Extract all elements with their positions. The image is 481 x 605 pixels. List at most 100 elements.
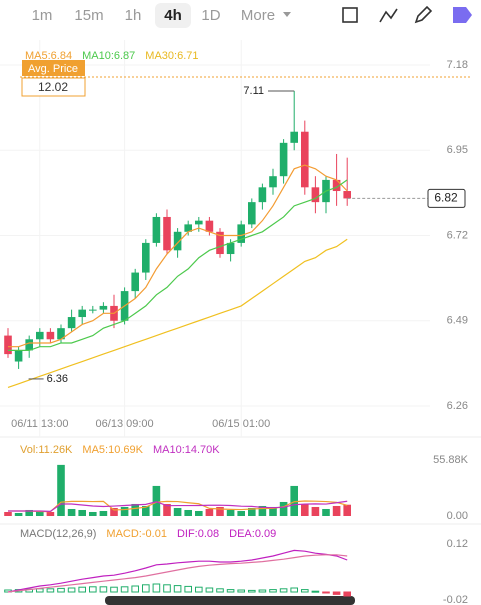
candle-body (311, 187, 320, 203)
interval-tab[interactable]: 1D (201, 7, 220, 24)
macd-bar (332, 591, 341, 595)
volume-bar (4, 511, 12, 516)
candle-body (301, 131, 309, 188)
volume-bar (301, 503, 309, 516)
x-tick-label: 06/13 09:00 (96, 418, 154, 430)
high-label: 7.11 (243, 85, 264, 97)
toolbar-icons (342, 5, 472, 24)
macd-bar (279, 588, 288, 593)
volume-bar (195, 510, 203, 516)
volume-bar (311, 506, 320, 516)
volume-bar (184, 509, 192, 516)
y-tick-label: 6.95 (447, 144, 468, 156)
macd-bar (99, 586, 108, 593)
volume-bar (25, 509, 33, 516)
candle-body (216, 231, 224, 255)
ma-legend: MA5:6.84 (25, 50, 72, 62)
volume-bar (269, 506, 277, 516)
volume-bar (237, 510, 245, 516)
volume-bar (290, 485, 298, 516)
candle-body (78, 309, 86, 318)
candle-body (237, 224, 245, 243)
candle-body (258, 187, 267, 203)
y-tick-label: 6.26 (447, 400, 468, 412)
volume-bar (205, 508, 214, 516)
y-tick-label: 6.49 (447, 315, 468, 327)
macd-bar (184, 585, 192, 593)
candle-body (152, 216, 161, 243)
candle-body (173, 231, 182, 251)
icon-pen[interactable] (414, 5, 433, 24)
macd-bar (216, 588, 224, 593)
candle-body (248, 202, 256, 225)
macd-bar (152, 583, 161, 593)
candle-body (205, 220, 214, 232)
y-tick-label: 6.72 (447, 229, 468, 241)
macd-legend: MACD(12,26,9) (20, 528, 96, 540)
volume-bar (216, 506, 224, 516)
avg-price-header (22, 60, 85, 76)
icon-settings[interactable] (453, 7, 472, 23)
macd-tick-label: 0.12 (447, 538, 468, 550)
volume-bar (279, 501, 288, 516)
icon-draw-line[interactable] (379, 8, 398, 23)
interval-tab[interactable]: More (241, 7, 275, 24)
candle-body (184, 224, 192, 232)
macd-bar (269, 589, 277, 593)
low-label: 6.36 (47, 373, 68, 385)
ma-line (8, 179, 348, 352)
ma-line (7, 238, 348, 389)
volume-bar (142, 505, 150, 516)
macd-bar (89, 586, 97, 593)
x-tick-label: 06/11 13:00 (11, 418, 68, 430)
volume-bar (120, 506, 129, 516)
volume-bar (99, 510, 108, 516)
last-price-box (427, 188, 466, 208)
macd-tick-label: -0.02 (443, 594, 468, 605)
avg-price-label: Avg. Price (28, 63, 78, 75)
macd-bar (322, 591, 330, 594)
macd-legend: MACD:-0.01 (106, 528, 167, 540)
candle-body (163, 216, 171, 251)
ma-line (8, 164, 348, 348)
macd-bar (311, 590, 320, 593)
avg-price-box (21, 77, 86, 97)
volume-tick-label: 0.00 (447, 510, 468, 522)
ma-legend: MA30:6.71 (145, 50, 198, 62)
macd-bar (78, 586, 87, 593)
volume-ma-line (8, 500, 348, 512)
macd-bar (142, 584, 150, 593)
volume-bar (248, 507, 256, 516)
candle-body (4, 335, 12, 355)
volume-tick-label: 55.88K (433, 454, 469, 466)
volume-bar (67, 508, 76, 516)
macd-bar (163, 584, 171, 593)
x-tick-label: 06/15 01:00 (212, 418, 270, 430)
candle-body (46, 331, 55, 340)
candle-body (67, 317, 76, 329)
icon-indicator[interactable] (342, 7, 358, 23)
selected-interval-bg (155, 3, 191, 28)
macd-line (7, 549, 348, 593)
interval-tab[interactable]: 4h (164, 7, 182, 24)
volume-bar (152, 485, 161, 516)
interval-tab[interactable]: 1h (125, 7, 142, 24)
candle-body (89, 309, 97, 311)
candle-body (131, 272, 139, 292)
volume-bar (110, 507, 118, 516)
volume-bar (131, 503, 139, 516)
candle-body (343, 191, 351, 199)
interval-tab[interactable]: 15m (74, 7, 103, 24)
candle-body (57, 328, 65, 340)
candle-body (142, 242, 150, 273)
macd-bar (67, 587, 76, 593)
volume-bar (343, 504, 351, 516)
interval-tab[interactable]: 1m (32, 7, 53, 24)
candle-body (332, 179, 341, 192)
macd-bar (248, 589, 256, 593)
volume-legend: MA10:14.70K (153, 444, 220, 456)
macd-bar (205, 587, 214, 593)
volume-bar (36, 510, 44, 516)
